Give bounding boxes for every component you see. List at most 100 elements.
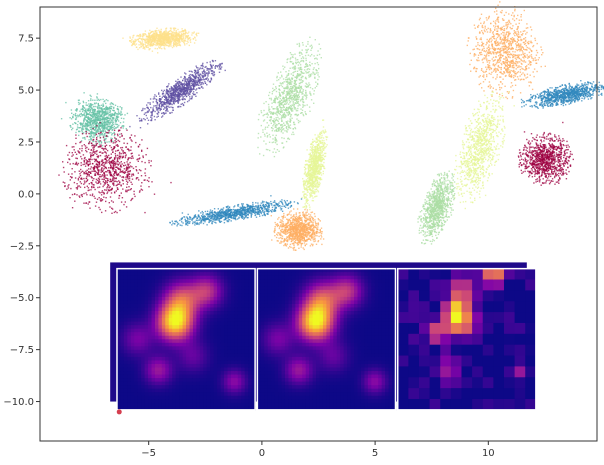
point	[266, 122, 268, 124]
point	[138, 169, 141, 171]
point	[97, 103, 99, 105]
point	[91, 115, 93, 117]
point	[309, 36, 311, 38]
point	[104, 162, 107, 165]
point	[324, 155, 327, 157]
point	[288, 77, 290, 79]
point	[170, 31, 173, 33]
point	[87, 164, 89, 167]
point	[97, 140, 99, 142]
point	[202, 79, 204, 81]
point	[182, 96, 184, 99]
point	[94, 173, 96, 175]
point	[82, 124, 84, 127]
point	[110, 141, 112, 143]
point	[165, 96, 167, 98]
point	[77, 178, 80, 180]
point	[99, 140, 101, 142]
point	[300, 112, 302, 114]
point	[159, 35, 161, 37]
point	[114, 104, 117, 106]
point	[298, 75, 301, 77]
point	[158, 29, 160, 31]
point	[95, 138, 98, 140]
point	[97, 177, 100, 179]
point	[108, 106, 111, 108]
point	[67, 185, 69, 187]
point	[115, 184, 117, 187]
point	[299, 89, 301, 92]
point	[291, 117, 293, 119]
point	[168, 30, 171, 32]
point	[286, 97, 288, 100]
point	[286, 76, 288, 78]
point	[301, 49, 303, 51]
point	[168, 42, 170, 44]
point	[80, 113, 82, 115]
point	[176, 83, 178, 85]
point	[201, 64, 204, 66]
point	[271, 102, 273, 104]
point	[123, 138, 125, 140]
point	[101, 134, 104, 136]
point	[168, 33, 171, 35]
point	[110, 165, 112, 168]
point	[263, 109, 265, 112]
point	[63, 171, 65, 173]
point	[96, 142, 99, 145]
point	[90, 112, 93, 114]
point	[106, 119, 108, 121]
point	[112, 168, 114, 170]
point	[113, 114, 115, 117]
point	[311, 73, 313, 75]
point	[206, 61, 208, 64]
point	[163, 113, 165, 115]
point	[297, 59, 299, 61]
point	[167, 105, 169, 107]
point	[81, 127, 84, 129]
point	[110, 166, 112, 169]
point	[275, 140, 277, 142]
point	[104, 151, 106, 153]
point	[131, 140, 133, 142]
point	[293, 90, 295, 92]
point	[172, 87, 174, 89]
point	[101, 162, 104, 165]
point	[126, 183, 128, 185]
point	[95, 113, 97, 115]
point	[186, 89, 189, 91]
point	[272, 134, 274, 136]
point	[281, 128, 283, 130]
point	[174, 27, 176, 29]
point	[301, 98, 303, 100]
point	[286, 99, 288, 101]
point	[99, 117, 102, 120]
point	[97, 114, 99, 116]
point	[134, 135, 136, 137]
point	[204, 75, 206, 77]
point	[188, 89, 190, 91]
point	[118, 168, 120, 170]
point	[303, 173, 306, 175]
point	[278, 85, 281, 87]
point	[265, 148, 268, 151]
point	[147, 111, 149, 113]
point	[79, 102, 81, 105]
point	[85, 102, 87, 104]
point	[160, 98, 162, 100]
point	[150, 45, 153, 47]
point	[293, 84, 295, 87]
point	[90, 107, 93, 110]
point	[108, 107, 110, 109]
point	[97, 126, 100, 128]
point	[82, 132, 85, 134]
point	[110, 174, 112, 176]
point	[174, 99, 176, 101]
point	[302, 59, 305, 62]
point	[105, 152, 107, 154]
point	[145, 154, 147, 156]
point	[125, 167, 128, 169]
point	[75, 157, 77, 159]
point	[271, 93, 273, 95]
point	[274, 89, 276, 91]
